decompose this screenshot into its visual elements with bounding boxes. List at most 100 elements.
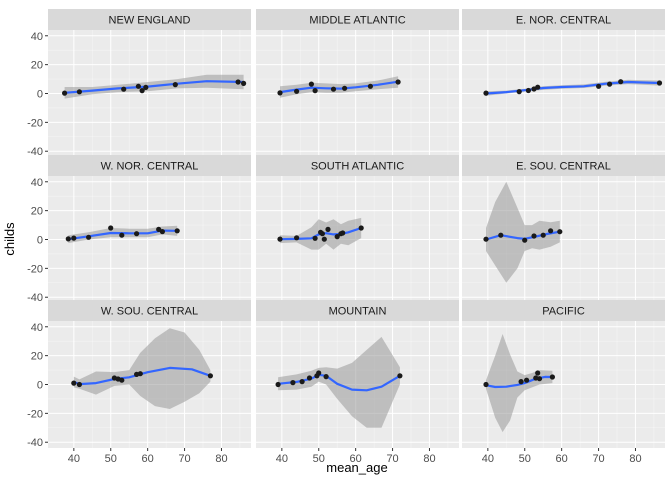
facet-panel: SOUTH ATLANTIC xyxy=(256,155,459,303)
facet-strip xyxy=(462,9,665,30)
y-tick-label: 0 xyxy=(37,235,43,247)
facet-strip xyxy=(48,9,251,30)
data-point xyxy=(119,232,125,238)
y-tick-label: 20 xyxy=(31,351,43,363)
data-point xyxy=(330,86,337,92)
data-point xyxy=(134,231,140,237)
x-tick-label: 80 xyxy=(423,453,435,465)
data-point xyxy=(312,235,318,241)
data-point xyxy=(308,81,314,87)
data-point xyxy=(316,370,322,376)
facet-panel: E. NOR. CENTRAL xyxy=(462,9,665,157)
data-point xyxy=(525,87,532,94)
y-tick-label: 40 xyxy=(31,31,43,43)
facet-strip xyxy=(256,300,459,321)
data-point xyxy=(312,88,318,94)
y-tick-label: -40 xyxy=(27,292,43,304)
data-point xyxy=(319,231,325,237)
x-tick-label: 50 xyxy=(105,453,117,465)
facet-strip xyxy=(462,300,665,321)
facet-title: NEW ENGLAND xyxy=(109,15,191,27)
data-point xyxy=(342,85,348,91)
x-tick-label: 70 xyxy=(592,453,604,465)
data-point xyxy=(135,83,141,89)
data-point xyxy=(174,228,180,234)
confidence-band xyxy=(73,328,211,409)
y-tick-label: -20 xyxy=(27,263,43,275)
y-tick-label: 40 xyxy=(31,177,43,189)
data-point xyxy=(108,225,114,231)
facet-panel: W. SOU. CENTRAL xyxy=(48,300,251,448)
data-point xyxy=(395,79,401,85)
smooth-line xyxy=(278,226,363,241)
data-point xyxy=(531,233,537,239)
facets-layer: NEW ENGLAND MIDDLE ATLANTIC E. NOR. CENTRA… xyxy=(48,9,665,448)
data-point xyxy=(536,376,543,382)
y-tick-label: -40 xyxy=(27,437,43,449)
y-tick-label: -20 xyxy=(27,117,43,129)
data-point xyxy=(207,373,213,379)
data-point xyxy=(65,236,71,242)
data-point xyxy=(277,90,283,96)
data-point xyxy=(522,237,528,243)
data-point xyxy=(524,377,530,383)
data-point xyxy=(549,374,556,380)
data-point xyxy=(358,225,364,231)
y-tick-label: 0 xyxy=(37,380,43,392)
data-point xyxy=(618,79,624,85)
y-tick-label: 40 xyxy=(31,322,43,334)
facet-strip xyxy=(256,155,459,176)
data-point xyxy=(139,88,145,94)
x-tick-label: 60 xyxy=(556,453,568,465)
facet-title: MIDDLE ATLANTIC xyxy=(309,15,405,27)
facet-title: MOUNTAIN xyxy=(329,306,387,318)
data-point xyxy=(306,375,313,381)
facet-panel: W. NOR. CENTRAL xyxy=(48,155,251,303)
data-point xyxy=(321,236,327,242)
data-point xyxy=(483,236,489,242)
facet-strip xyxy=(256,9,459,30)
data-point xyxy=(334,234,340,240)
data-point xyxy=(325,226,331,232)
x-tick-label: 40 xyxy=(276,453,288,465)
data-point xyxy=(516,89,522,95)
data-point xyxy=(290,380,296,386)
confidence-band xyxy=(486,181,560,283)
y-tick-label: 0 xyxy=(37,89,43,101)
facet-strip xyxy=(48,300,251,321)
data-point xyxy=(535,370,541,376)
facet-title: W. SOU. CENTRAL xyxy=(101,306,198,318)
data-point xyxy=(62,90,68,96)
facet-title: PACIFIC xyxy=(542,306,585,318)
data-point xyxy=(86,234,92,240)
x-tick-label: 70 xyxy=(386,453,398,465)
facet-title: SOUTH ATLANTIC xyxy=(311,161,404,173)
smooth-line xyxy=(72,366,212,386)
data-point xyxy=(483,90,489,96)
y-tick-label: -20 xyxy=(27,408,43,420)
data-point xyxy=(518,379,524,385)
data-point xyxy=(607,81,613,87)
confidence-band xyxy=(278,336,400,428)
facet-panel: PACIFIC xyxy=(462,300,665,448)
data-point xyxy=(172,82,178,88)
facet-title: E. NOR. CENTRAL xyxy=(516,15,611,27)
data-point xyxy=(557,229,563,235)
x-tick-label: 70 xyxy=(178,453,190,465)
y-tick-label: 20 xyxy=(31,60,43,72)
x-axis-title: mean_age xyxy=(326,460,387,475)
data-point xyxy=(483,381,489,388)
data-point xyxy=(277,236,283,242)
data-point xyxy=(119,377,125,383)
data-point xyxy=(540,232,546,238)
data-point xyxy=(137,371,143,377)
y-tick-labels: -40 -20 0 20 40 -40 -20 0 20 40 -40 -20 0 20 40 xyxy=(27,31,48,449)
data-point xyxy=(76,89,82,95)
data-point xyxy=(235,79,241,85)
data-point xyxy=(323,374,329,380)
x-tick-label: 80 xyxy=(215,453,227,465)
y-tick-label: 20 xyxy=(31,206,43,218)
x-tick-label: 60 xyxy=(350,453,362,465)
data-point xyxy=(548,228,554,234)
data-point xyxy=(159,229,165,235)
